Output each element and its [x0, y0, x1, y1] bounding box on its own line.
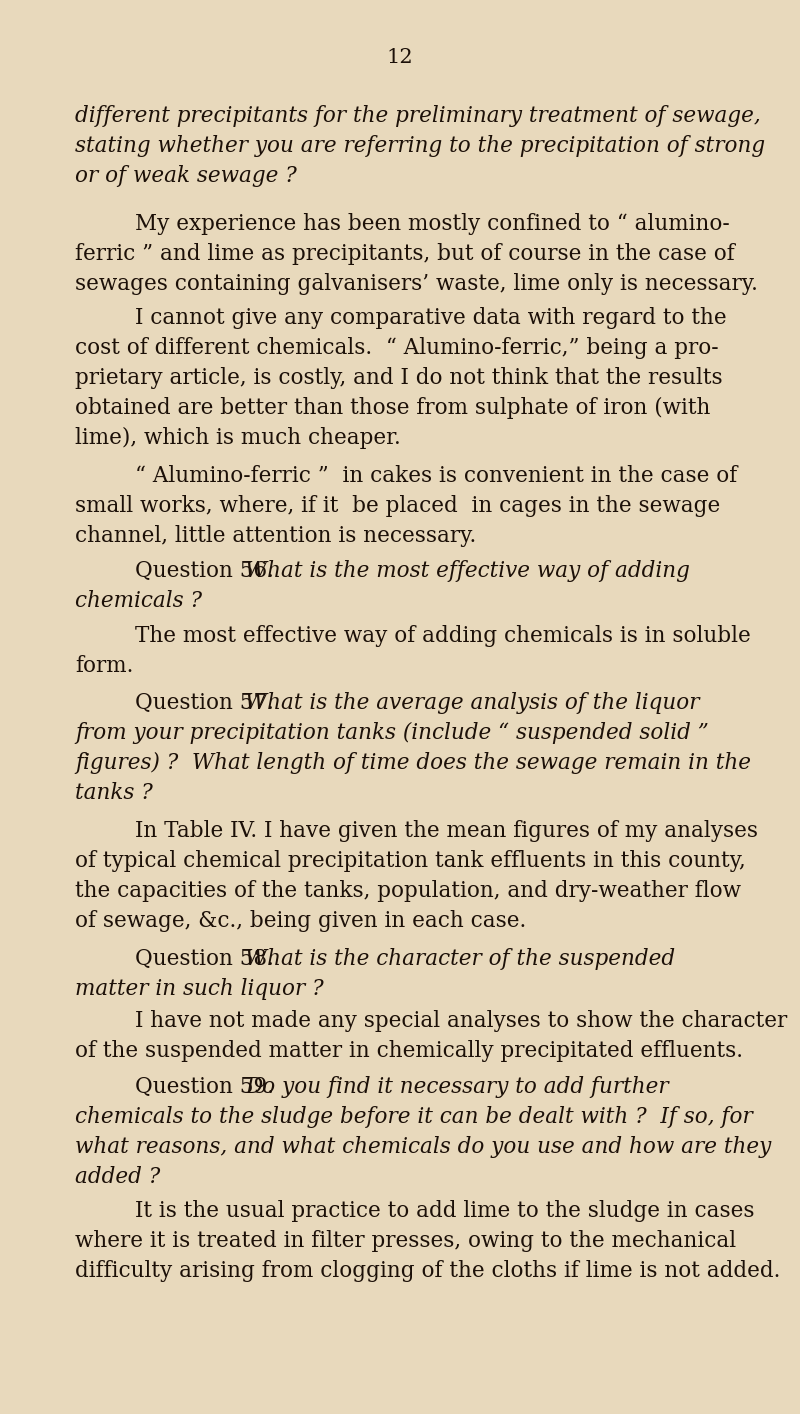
- Text: where it is treated in filter presses, owing to the mechanical: where it is treated in filter presses, o…: [75, 1230, 736, 1251]
- Text: What is the most effective way of adding: What is the most effective way of adding: [245, 560, 690, 583]
- Text: It is the usual practice to add lime to the sludge in cases: It is the usual practice to add lime to …: [135, 1200, 754, 1222]
- Text: stating whether you are referring to the precipitation of strong: stating whether you are referring to the…: [75, 134, 765, 157]
- Text: sewages containing galvanisers’ waste, lime only is necessary.: sewages containing galvanisers’ waste, l…: [75, 273, 758, 296]
- Text: added ?: added ?: [75, 1167, 160, 1188]
- Text: What is the average analysis of the liquor: What is the average analysis of the liqu…: [245, 691, 699, 714]
- Text: ferric ” and lime as precipitants, but of course in the case of: ferric ” and lime as precipitants, but o…: [75, 243, 734, 264]
- Text: Question 58.: Question 58.: [135, 947, 274, 970]
- Text: of typical chemical precipitation tank effluents in this county,: of typical chemical precipitation tank e…: [75, 850, 746, 872]
- Text: Question 57.: Question 57.: [135, 691, 274, 714]
- Text: chemicals ?: chemicals ?: [75, 590, 202, 612]
- Text: chemicals to the sludge before it can be dealt with ?  If so, for: chemicals to the sludge before it can be…: [75, 1106, 753, 1128]
- Text: different precipitants for the preliminary treatment of sewage,: different precipitants for the prelimina…: [75, 105, 761, 127]
- Text: tanks ?: tanks ?: [75, 782, 153, 805]
- Text: of the suspended matter in chemically precipitated effluents.: of the suspended matter in chemically pr…: [75, 1041, 743, 1062]
- Text: The most effective way of adding chemicals is in soluble: The most effective way of adding chemica…: [135, 625, 750, 648]
- Text: In Table IV. I have given the mean figures of my analyses: In Table IV. I have given the mean figur…: [135, 820, 758, 841]
- Text: form.: form.: [75, 655, 134, 677]
- Text: difficulty arising from clogging of the cloths if lime is not added.: difficulty arising from clogging of the …: [75, 1260, 780, 1282]
- Text: small works, where, if it  be placed  in cages in the sewage: small works, where, if it be placed in c…: [75, 495, 720, 518]
- Text: Question 56.: Question 56.: [135, 560, 274, 583]
- Text: Do you find it necessary to add further: Do you find it necessary to add further: [245, 1076, 669, 1099]
- Text: “ Alumino-ferric ”  in cakes is convenient in the case of: “ Alumino-ferric ” in cakes is convenien…: [135, 465, 738, 486]
- Text: the capacities of the tanks, population, and dry-weather flow: the capacities of the tanks, population,…: [75, 880, 741, 902]
- Text: lime), which is much cheaper.: lime), which is much cheaper.: [75, 427, 401, 450]
- Text: of sewage, &c., being given in each case.: of sewage, &c., being given in each case…: [75, 911, 526, 932]
- Text: My experience has been mostly confined to “ alumino-: My experience has been mostly confined t…: [135, 214, 730, 235]
- Text: figures) ?  What length of time does the sewage remain in the: figures) ? What length of time does the …: [75, 752, 751, 773]
- Text: from your precipitation tanks (include “ suspended solid ”: from your precipitation tanks (include “…: [75, 723, 709, 744]
- Text: I have not made any special analyses to show the character: I have not made any special analyses to …: [135, 1010, 787, 1032]
- Text: Question 59.: Question 59.: [135, 1076, 274, 1099]
- Text: 12: 12: [386, 48, 414, 66]
- Text: matter in such liquor ?: matter in such liquor ?: [75, 978, 324, 1000]
- Text: or of weak sewage ?: or of weak sewage ?: [75, 165, 297, 187]
- Text: I cannot give any comparative data with regard to the: I cannot give any comparative data with …: [135, 307, 726, 329]
- Text: what reasons, and what chemicals do you use and how are they: what reasons, and what chemicals do you …: [75, 1135, 771, 1158]
- Text: cost of different chemicals.  “ Alumino-ferric,” being a pro-: cost of different chemicals. “ Alumino-f…: [75, 337, 718, 359]
- Text: What is the character of the suspended: What is the character of the suspended: [245, 947, 675, 970]
- Text: obtained are better than those from sulphate of iron (with: obtained are better than those from sulp…: [75, 397, 710, 419]
- Text: channel, little attention is necessary.: channel, little attention is necessary.: [75, 525, 476, 547]
- Text: prietary article, is costly, and I do not think that the results: prietary article, is costly, and I do no…: [75, 368, 722, 389]
